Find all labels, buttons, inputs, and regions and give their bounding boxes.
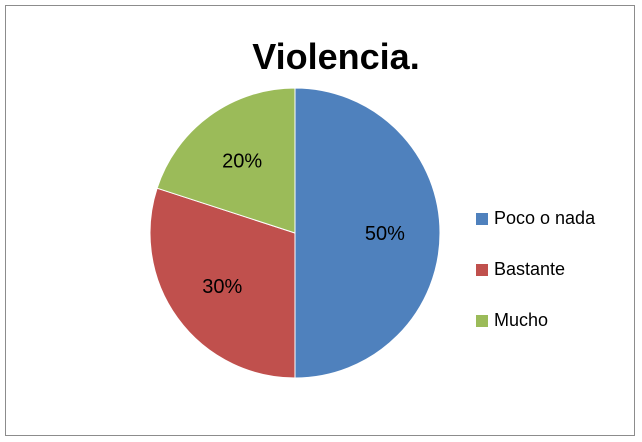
legend-item-poco-o-nada: Poco o nada bbox=[476, 206, 595, 231]
legend-label-poco-o-nada: Poco o nada bbox=[494, 208, 596, 228]
pie-chart: 50% 30% 20% bbox=[149, 87, 441, 379]
chart-title: Violencia. bbox=[252, 36, 420, 77]
legend-item-mucho: Mucho bbox=[476, 308, 595, 333]
legend-item-bastante: Bastante bbox=[476, 257, 595, 282]
data-label-mucho: 20% bbox=[222, 150, 262, 172]
legend-swatch-bastante bbox=[476, 263, 488, 276]
pie-slice-bastante bbox=[149, 187, 296, 379]
data-label-bastante: 30% bbox=[202, 276, 242, 298]
data-label-poco-o-nada: 50% bbox=[365, 223, 405, 245]
legend: Poco o nada Bastante Mucho bbox=[476, 206, 595, 359]
legend-label-mucho: Mucho bbox=[494, 310, 549, 330]
pie-slice-poco-o-nada bbox=[294, 87, 441, 379]
legend-label-bastante: Bastante bbox=[494, 259, 566, 279]
legend-swatch-mucho bbox=[476, 314, 488, 327]
chart-frame: Violencia. 50% 30% 20% Poco o nada Bastant… bbox=[5, 5, 635, 436]
pie-slice-mucho bbox=[156, 87, 296, 234]
legend-swatch-poco-o-nada bbox=[476, 212, 488, 225]
